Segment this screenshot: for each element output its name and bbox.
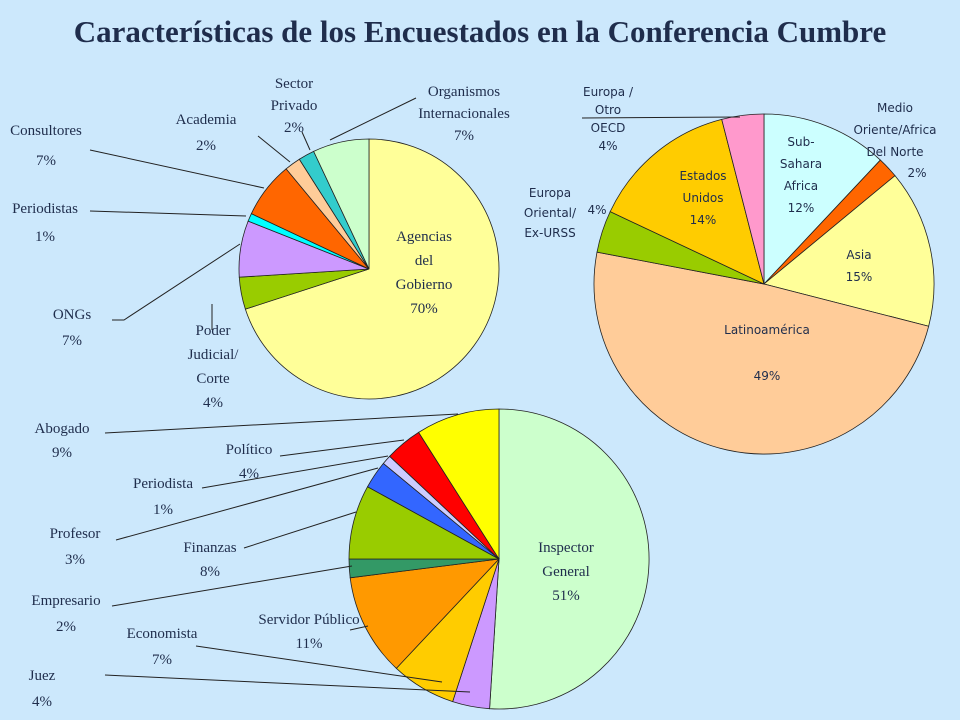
region-label-europa-oriental-ex-urss-pct: 4% (587, 203, 606, 217)
region-label-sub-sahara-africa: Sub-Sahara Africa 12% (780, 135, 822, 215)
ocupacion-label-empresario: Empresario 2% (31, 593, 100, 635)
region-label-asia: Asia 15% (846, 248, 873, 284)
ocupacion-label-servidor-publico-leader (349, 625, 369, 631)
region-label-europa-oriental-ex-urss: Europa Oriental/Ex-URSS (524, 186, 577, 240)
organizacion-label-ongs: ONGs 7% (53, 307, 91, 349)
region-slice-europa-otro-oecd (721, 113, 765, 285)
ocupacion-pie (348, 408, 650, 710)
organizacion-label-poder-judicial-corte: Poder Judicial/Corte 4% (188, 323, 240, 411)
organizacion-label-academia-leader (257, 135, 291, 163)
organizacion-label-sector-privado: Sector Privado 2% (271, 76, 318, 136)
ocupacion-label-periodista-leader (201, 455, 389, 489)
organizacion-label-organismos-internacionales: Organismos Internacionales 7% (418, 84, 510, 144)
region-slice-estados-unidos (609, 118, 765, 285)
ocupacion-label-abogado: Abogado 9% (35, 421, 90, 461)
chart-title: Características de los Encuestados en la… (73, 14, 887, 49)
ocupacion-slice-abogado (418, 408, 500, 561)
organizacion-label-agencias-del-gobierno: Agencias del Gobierno 70% (396, 229, 453, 317)
ocupacion-label-abogado-leader (104, 413, 459, 434)
region-label-estados-unidos: Estados Unidos 14% (679, 169, 726, 227)
ocupacion-label-politico-leader (279, 439, 405, 457)
region-pie (593, 113, 935, 455)
region-label-medio-oriente-africa-del-norte: Medio Oriente/Africa Del Norte (853, 101, 936, 159)
region-label-latinoamerica: Latinoamérica 49% (724, 323, 810, 383)
organizacion-label-periodistas: Periodistas 1% (12, 201, 78, 245)
organizacion-slice-organismos-internacionales (313, 138, 370, 270)
ocupacion-label-profesor-leader (115, 467, 379, 541)
region-slice-asia (763, 175, 935, 327)
ocupacion-label-juez-leader (104, 674, 471, 693)
ocupacion-label-juez: Juez 4% (29, 668, 56, 710)
ocupacion-label-politico: Político 4% (226, 442, 273, 482)
region-label-medio-oriente-africa-del-norte-pct: 2% (907, 166, 926, 180)
organizacion-pie (238, 138, 500, 400)
ocupacion-label-economista: Economista 7% (127, 626, 198, 668)
organizacion-label-consultores-leader (89, 149, 265, 189)
organizacion-label-periodistas-leader (89, 210, 247, 217)
ocupacion-label-economista-leader (195, 645, 443, 683)
ocupacion-slice-inspector-general (489, 408, 650, 710)
ocupacion-label-finanzas-leader (243, 511, 357, 549)
ocupacion-label-servidor-publico: Servidor Público 11% (258, 612, 359, 652)
organizacion-label-sector-privado-leader (301, 131, 311, 151)
region-label-europa-otro-oecd-leader (581, 116, 741, 119)
ocupacion-label-inspector-general: Inspector General 51% (538, 540, 594, 604)
organizacion-label-academia: Academia 2% (176, 112, 237, 154)
organizacion-label-consultores: Consultores 7% (10, 123, 82, 169)
ocupacion-label-empresario-leader (111, 565, 353, 607)
region-label-europa-otro-oecd: Europa / Otro OECD 4% (583, 85, 634, 153)
ocupacion-label-periodista: Periodista 1% (133, 476, 193, 518)
organizacion-slice-agencias-del-gobierno (244, 138, 500, 400)
organizacion-label-organismos-internacionales-leader (329, 97, 417, 141)
ocupacion-label-profesor: Profesor 3% (50, 526, 101, 568)
ocupacion-label-finanzas: Finanzas 8% (183, 540, 236, 580)
region-slice-sub-sahara-africa (763, 113, 881, 286)
organizacion-label-ongs-leader (112, 243, 241, 321)
region-slice-latinoamerica (593, 251, 930, 455)
